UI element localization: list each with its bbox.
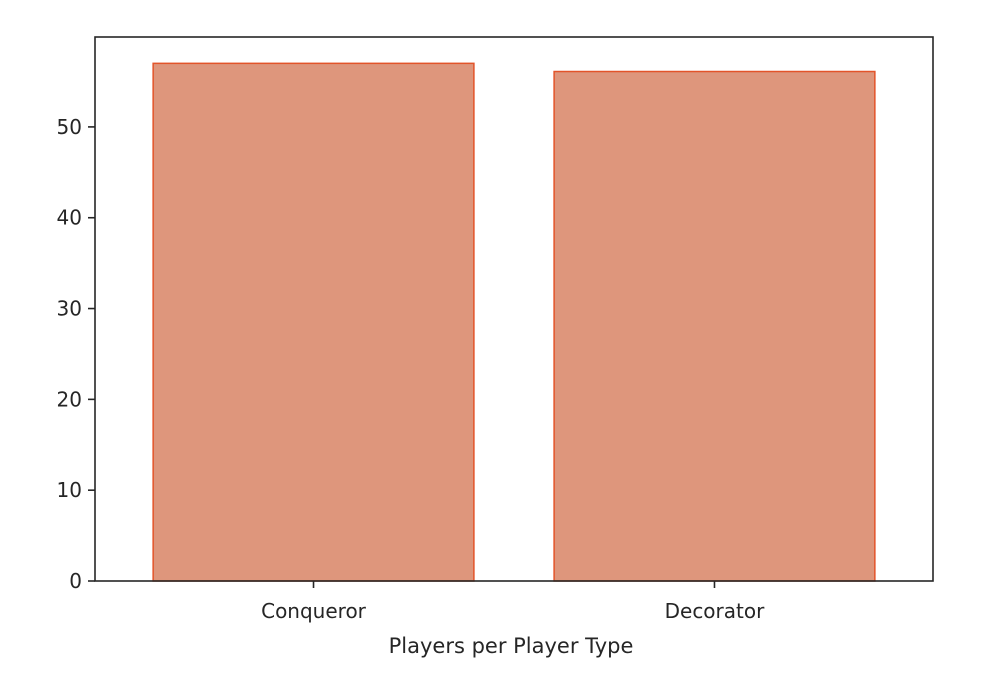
x-axis-label: Players per Player Type xyxy=(389,634,634,658)
y-tick-label: 0 xyxy=(69,569,82,593)
x-tick-label: Decorator xyxy=(665,599,765,623)
bar-decorator xyxy=(553,70,876,582)
y-tick-label: 40 xyxy=(57,206,82,230)
y-tick-label: 30 xyxy=(57,297,82,321)
x-axis: Conqueror Decorator xyxy=(261,581,765,623)
x-tick-label: Conqueror xyxy=(261,599,367,623)
y-tick-label: 50 xyxy=(57,115,82,139)
bars-group xyxy=(152,62,876,582)
y-tick-label: 20 xyxy=(57,387,82,411)
y-axis: 0 10 20 30 40 50 xyxy=(57,115,95,593)
bar-conqueror xyxy=(152,62,475,582)
y-tick-label: 10 xyxy=(57,478,82,502)
